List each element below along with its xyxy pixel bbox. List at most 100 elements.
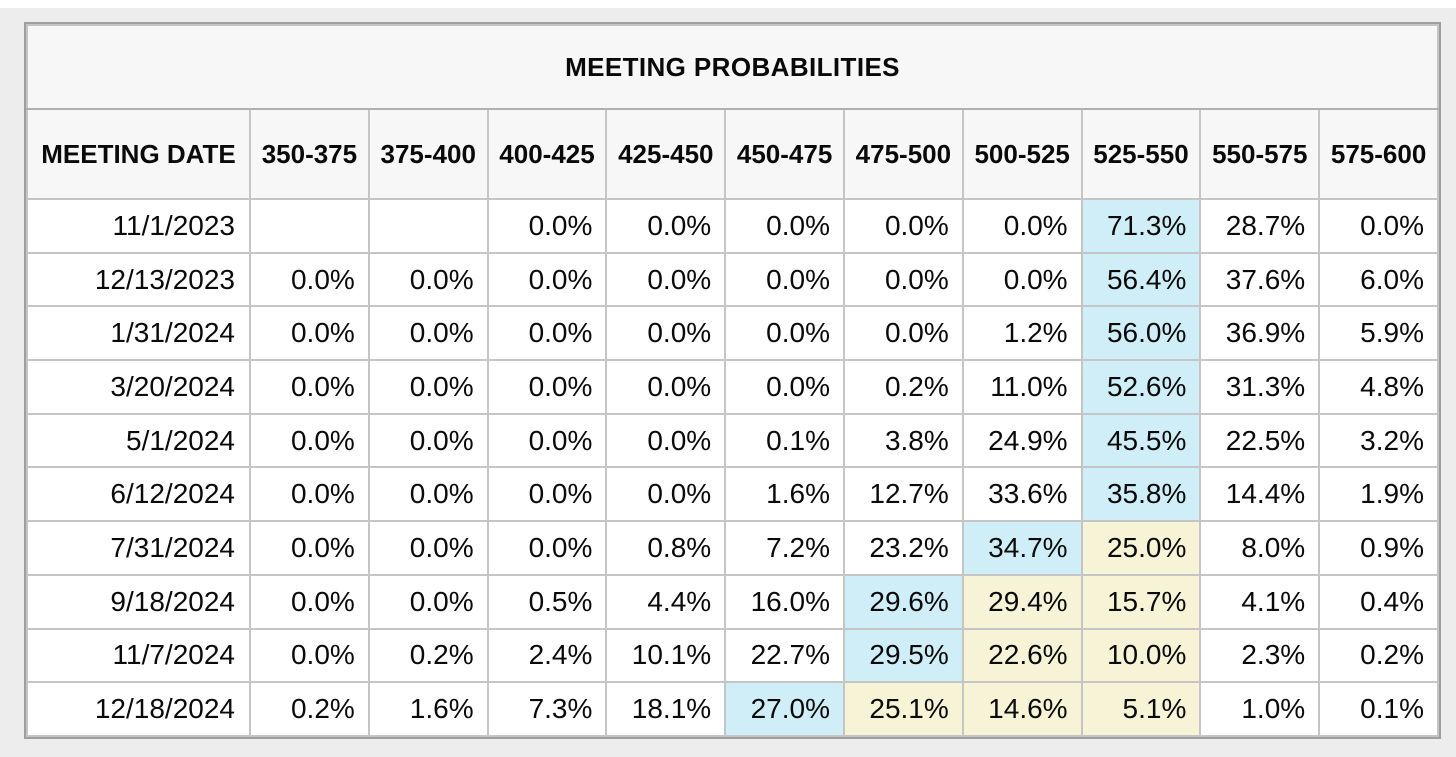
probability-cell: 0.2% <box>842 359 964 415</box>
meeting-date-cell: 11/1/2023 <box>26 198 251 254</box>
probability-cell: 0.0% <box>486 359 608 415</box>
probability-cell: 0.0% <box>486 412 608 469</box>
table-frame: MEETING PROBABILITIES MEETING DATE 350-3… <box>24 22 1441 739</box>
top-edge-strip <box>0 0 1456 8</box>
probability-cell: 0.0% <box>486 466 608 523</box>
probability-cell: 0.0% <box>605 305 727 362</box>
meeting-date-column-header: MEETING DATE <box>26 108 251 200</box>
meeting-date-cell: 6/12/2024 <box>26 466 251 523</box>
probability-cell: 0.0% <box>724 198 845 254</box>
probability-cell: 1.2% <box>961 305 1083 362</box>
probability-cell: 33.6% <box>961 466 1083 523</box>
probability-cell: 6.0% <box>1318 251 1439 308</box>
probability-cell: 0.1% <box>1318 681 1439 737</box>
probability-cell: 29.5% <box>842 627 964 684</box>
probability-cell: 0.0% <box>486 305 608 362</box>
probability-cell: 0.0% <box>367 251 489 308</box>
rate-range-column-header: 550-575 <box>1199 108 1321 200</box>
meeting-date-cell: 7/31/2024 <box>26 520 251 576</box>
probability-cell: 0.9% <box>1318 520 1439 576</box>
meeting-date-cell: 5/1/2024 <box>26 412 251 469</box>
probability-cell: 0.0% <box>249 466 370 523</box>
table-row: 12/18/2024 0.2% 1.6% 7.3% 18.1% 27.0% 25.1% 14.… <box>26 681 1439 737</box>
rate-range-column-header: 475-500 <box>842 108 964 200</box>
rate-range-column-header: 425-450 <box>605 108 727 200</box>
table-row: 11/1/2023 0.0% 0.0% 0.0% 0.0% 0.0% 71.3% 28.7% 0… <box>26 198 1439 254</box>
probability-cell: 0.0% <box>605 359 727 415</box>
probability-cell: 0.0% <box>961 251 1083 308</box>
table-row: 12/13/2023 0.0% 0.0% 0.0% 0.0% 0.0% 0.0% 0.0% 56… <box>26 251 1439 308</box>
probability-cell: 0.0% <box>249 627 370 684</box>
probability-cell: 0.2% <box>367 627 489 684</box>
meeting-date-cell: 12/13/2023 <box>26 251 251 308</box>
probability-cell: 0.0% <box>249 412 370 469</box>
table-body: 11/1/2023 0.0% 0.0% 0.0% 0.0% 0.0% 71.3% 28.7% 0… <box>26 198 1439 737</box>
probability-cell: 28.7% <box>1199 198 1321 254</box>
rate-range-column-header: 500-525 <box>961 108 1083 200</box>
probability-cell: 0.0% <box>367 520 489 576</box>
probability-cell: 36.9% <box>1199 305 1321 362</box>
probability-cell: 0.0% <box>486 520 608 576</box>
probability-cell: 4.4% <box>605 573 727 630</box>
probability-cell: 1.9% <box>1318 466 1439 523</box>
meeting-date-cell: 3/20/2024 <box>26 359 251 415</box>
rate-range-column-header: 575-600 <box>1318 108 1439 200</box>
probability-cell: 0.1% <box>724 412 845 469</box>
table-row: 3/20/2024 0.0% 0.0% 0.0% 0.0% 0.0% 0.2% 11.0% 52… <box>26 359 1439 415</box>
probability-cell: 15.7% <box>1080 573 1202 630</box>
meeting-date-cell: 9/18/2024 <box>26 573 251 630</box>
probability-cell: 24.9% <box>961 412 1083 469</box>
probability-cell: 22.5% <box>1199 412 1321 469</box>
probability-cell <box>367 198 489 254</box>
table-row: 7/31/2024 0.0% 0.0% 0.0% 0.8% 7.2% 23.2% 34.7% 2… <box>26 520 1439 576</box>
probability-cell: 0.4% <box>1318 573 1439 630</box>
probability-cell: 10.1% <box>605 627 727 684</box>
probability-cell: 0.0% <box>367 573 489 630</box>
probability-cell: 34.7% <box>961 520 1083 576</box>
probability-cell: 7.3% <box>486 681 608 737</box>
probability-cell: 29.6% <box>842 573 964 630</box>
probability-cell: 0.0% <box>1318 198 1439 254</box>
probability-cell: 25.1% <box>842 681 964 737</box>
column-header-row: MEETING DATE 350-375 375-400 400-425 425-45… <box>26 108 1439 200</box>
probability-cell: 0.0% <box>249 359 370 415</box>
probability-cell: 4.1% <box>1199 573 1321 630</box>
probability-cell: 0.0% <box>961 198 1083 254</box>
probability-cell: 4.8% <box>1318 359 1439 415</box>
probability-cell: 0.0% <box>605 198 727 254</box>
probability-cell: 1.6% <box>367 681 489 737</box>
meeting-probabilities-table: MEETING PROBABILITIES MEETING DATE 350-3… <box>26 24 1439 737</box>
probability-cell: 56.4% <box>1080 251 1202 308</box>
probability-cell: 0.0% <box>486 251 608 308</box>
rate-range-column-header: 450-475 <box>724 108 845 200</box>
probability-cell: 11.0% <box>961 359 1083 415</box>
probability-cell: 16.0% <box>724 573 845 630</box>
probability-cell: 1.0% <box>1199 681 1321 737</box>
table-row: 11/7/2024 0.0% 0.2% 2.4% 10.1% 22.7% 29.5% 22.6… <box>26 627 1439 684</box>
probability-cell: 0.0% <box>249 520 370 576</box>
probability-cell: 5.9% <box>1318 305 1439 362</box>
probability-cell: 10.0% <box>1080 627 1202 684</box>
rate-range-column-header: 400-425 <box>486 108 608 200</box>
probability-cell: 23.2% <box>842 520 964 576</box>
probability-cell: 0.0% <box>367 359 489 415</box>
probability-cell: 0.8% <box>605 520 727 576</box>
probability-cell: 2.4% <box>486 627 608 684</box>
probability-cell: 0.0% <box>486 198 608 254</box>
probability-cell: 0.0% <box>367 412 489 469</box>
probability-cell: 0.0% <box>605 466 727 523</box>
meeting-date-cell: 1/31/2024 <box>26 305 251 362</box>
probability-cell: 14.4% <box>1199 466 1321 523</box>
probability-cell: 0.0% <box>724 305 845 362</box>
meeting-date-cell: 12/18/2024 <box>26 681 251 737</box>
title-row: MEETING PROBABILITIES <box>26 24 1439 110</box>
table-row: 1/31/2024 0.0% 0.0% 0.0% 0.0% 0.0% 0.0% 1.2% 56.… <box>26 305 1439 362</box>
probability-cell: 22.7% <box>724 627 845 684</box>
probability-cell: 1.6% <box>724 466 845 523</box>
probability-cell: 0.0% <box>249 305 370 362</box>
probability-cell: 71.3% <box>1080 198 1202 254</box>
probability-cell: 7.2% <box>724 520 845 576</box>
probability-cell: 52.6% <box>1080 359 1202 415</box>
probability-cell: 8.0% <box>1199 520 1321 576</box>
probability-cell: 18.1% <box>605 681 727 737</box>
